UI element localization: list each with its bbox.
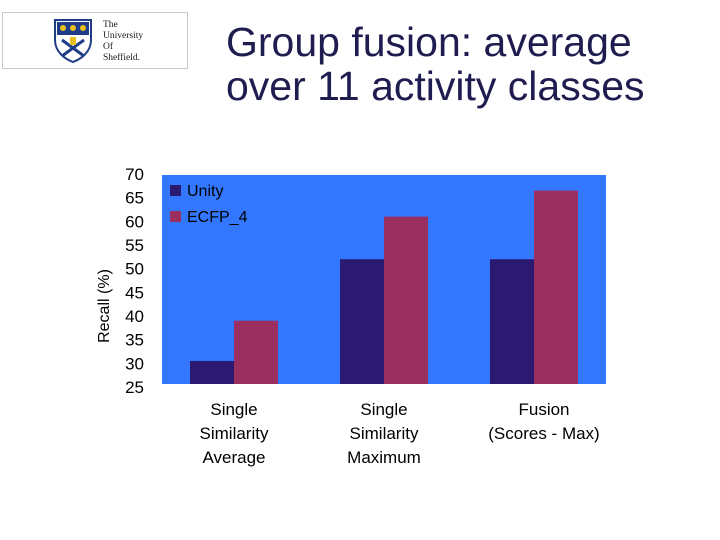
logo-line: University	[103, 31, 144, 41]
bar-ecfp-4	[234, 320, 278, 384]
page-title: Group fusion: average over 11 activity c…	[226, 20, 706, 108]
bar-unity	[190, 360, 234, 384]
legend-swatch	[170, 211, 181, 222]
logo-line: Sheffield.	[103, 53, 141, 63]
y-axis-label: Recall (%)	[96, 269, 113, 343]
x-category-label-line: Similarity	[350, 424, 419, 443]
x-category-label-line: Similarity	[200, 424, 269, 443]
logo-line: The	[103, 20, 118, 30]
x-category-label-line: Single	[210, 400, 257, 419]
legend-label: ECFP_4	[187, 209, 248, 226]
y-tick-label: 25	[125, 378, 144, 397]
logo-line: Of	[103, 42, 114, 52]
x-category-label-line: Average	[202, 448, 265, 467]
x-category-label-line: Single	[360, 400, 407, 419]
bar-unity	[490, 259, 534, 384]
x-category-label-line: Maximum	[347, 448, 421, 467]
x-category-label-line: Fusion	[518, 400, 569, 419]
bar-ecfp-4	[534, 190, 578, 384]
y-tick-label: 65	[125, 189, 144, 208]
y-tick-label: 40	[125, 307, 144, 326]
x-category-label: Single Similarity Maximum	[347, 400, 421, 467]
y-tick-label: 70	[125, 165, 144, 184]
title-line-2: over 11 activity classes	[226, 63, 645, 109]
y-tick-label: 35	[125, 331, 144, 350]
bar-unity	[340, 259, 384, 384]
bar-ecfp-4	[384, 216, 428, 384]
legend-label: Unity	[187, 183, 223, 200]
x-category-label-line: (Scores - Max)	[488, 424, 599, 443]
legend-swatch	[170, 185, 181, 196]
y-tick-label: 60	[125, 212, 144, 231]
shield-crest-icon	[54, 19, 92, 64]
x-category-label: Fusion (Scores - Max)	[488, 400, 599, 443]
university-logo: The University Of Sheffield.	[2, 12, 188, 69]
title-line-1: Group fusion: average	[226, 19, 632, 65]
logo-wordmark: The University Of Sheffield.	[103, 20, 143, 64]
y-tick-label: 45	[125, 283, 144, 302]
y-tick-label: 55	[125, 236, 144, 255]
y-tick-label: 50	[125, 260, 144, 279]
x-category-label: Single Similarity Average	[200, 400, 269, 467]
y-tick-label: 30	[125, 354, 144, 373]
